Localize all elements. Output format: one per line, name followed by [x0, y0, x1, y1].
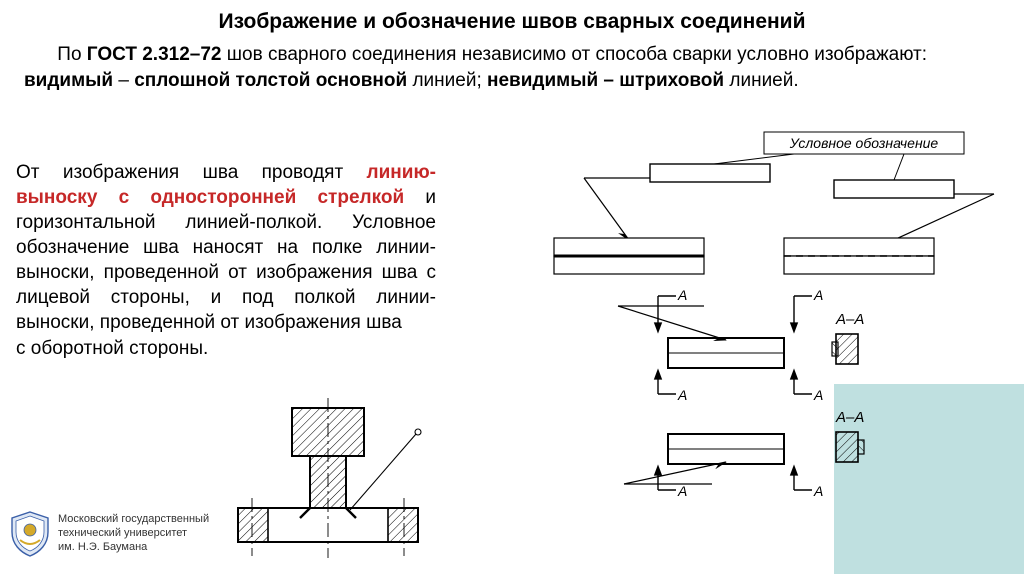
- intro-gost: ГОСТ 2.312–72: [87, 44, 222, 65]
- intro-lineword: линией;: [407, 70, 487, 91]
- label-top: Условное обозначение: [789, 135, 939, 151]
- arrow-A-1: A: [677, 287, 687, 303]
- intro-tail: линией.: [724, 70, 799, 91]
- footer-l1: Московский государственный: [58, 513, 209, 527]
- footer-l2: технический университет: [58, 527, 209, 541]
- footer-text: Московский государственный технический у…: [58, 513, 209, 554]
- intro-mid1: шов сварного соединения независимо от сп…: [221, 44, 927, 65]
- body-p1a: От изображения шва проводят: [16, 162, 367, 183]
- intro-visible: видимый: [24, 70, 113, 91]
- section-label-1: A–A: [835, 311, 864, 328]
- body-p1b: и горизонтальной линией-полкой. Условное…: [16, 187, 436, 333]
- arrow-A-3: A: [677, 387, 687, 403]
- intro-paragraph: По ГОСТ 2.312–72 шов сварного соединения…: [0, 42, 1024, 93]
- section-label-2: A–A: [835, 409, 864, 426]
- weld-diagram-right: Условное обозначение A A: [464, 128, 1024, 568]
- arrow-A-4: A: [813, 387, 823, 403]
- weld-diagram-lower: [228, 398, 438, 563]
- intro-solid: сплошной толстой основной: [134, 70, 407, 91]
- body-p2: с оборотной стороны.: [16, 338, 208, 359]
- footer: Московский государственный технический у…: [8, 510, 209, 558]
- footer-l3: им. Н.Э. Баумана: [58, 541, 209, 555]
- university-crest-icon: [8, 510, 52, 558]
- body-paragraph: От изображения шва проводят линию-выноск…: [16, 160, 436, 361]
- intro-prefix: По: [57, 44, 87, 65]
- intro-dash: –: [113, 70, 134, 91]
- arrow-A-5: A: [677, 483, 687, 499]
- arrow-A-6: A: [813, 483, 823, 499]
- intro-invisible: невидимый – штриховой: [487, 70, 724, 91]
- page-title: Изображение и обозначение швов сварных с…: [0, 0, 1024, 42]
- arrow-A-2: A: [813, 287, 823, 303]
